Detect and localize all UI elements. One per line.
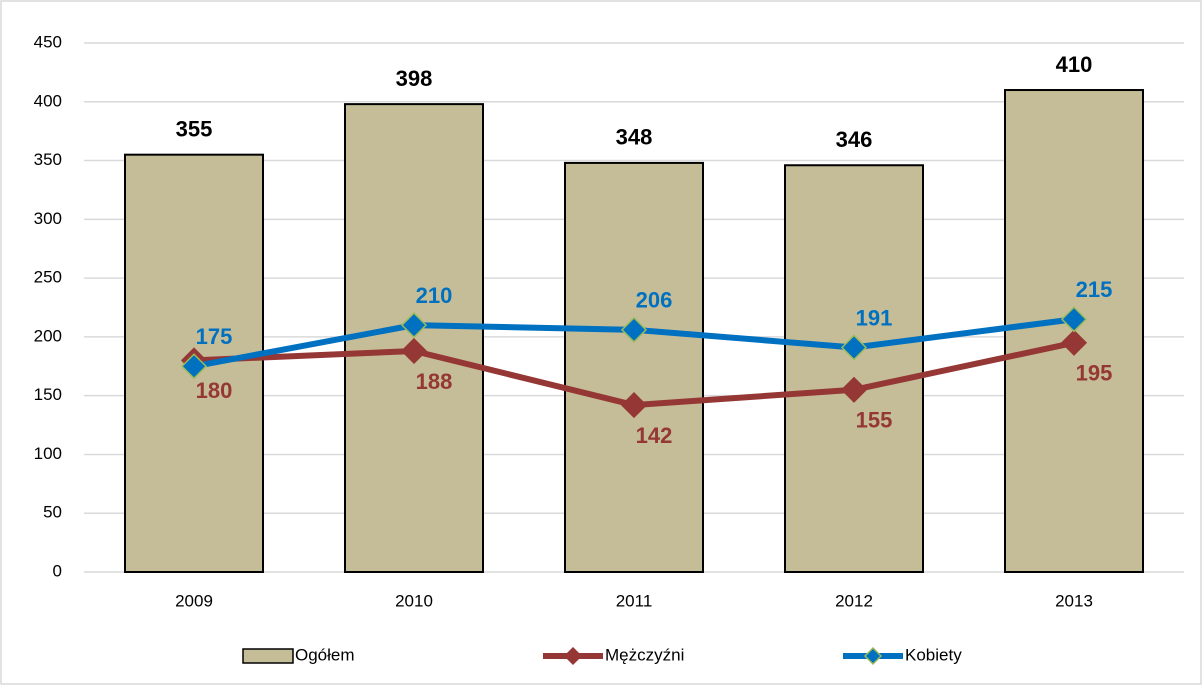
y-tick-label: 300 (34, 209, 62, 228)
marker (840, 376, 868, 403)
y-tick-label: 0 (53, 561, 62, 580)
bar (784, 164, 924, 573)
y-tick-label: 250 (34, 268, 62, 287)
x-tick-label: 2013 (1055, 591, 1093, 610)
y-tick-label: 50 (43, 503, 62, 522)
marker (1060, 329, 1088, 356)
y-tick-label: 350 (34, 150, 62, 169)
y-tick-label: 450 (34, 32, 62, 51)
data-label: 215 (1076, 277, 1113, 302)
data-label: 210 (416, 283, 453, 308)
legend-label: Kobiety (905, 645, 962, 664)
bar (564, 161, 704, 573)
data-label: 188 (416, 369, 453, 394)
marker (180, 353, 208, 380)
data-label: 195 (1076, 361, 1113, 386)
data-label: 398 (396, 66, 433, 91)
legend-marker (863, 646, 883, 666)
marker (620, 316, 648, 343)
data-label: 346 (836, 127, 873, 152)
legend-marker (563, 646, 583, 666)
data-label: 155 (856, 408, 893, 433)
marker (1060, 306, 1088, 333)
legend-label: Ogółem (295, 645, 355, 664)
data-label: 355 (176, 116, 213, 141)
marker (620, 392, 648, 419)
marker (400, 312, 428, 339)
data-label: 348 (616, 125, 653, 150)
x-tick-label: 2012 (835, 591, 873, 610)
legend-label: Mężczyźni (605, 645, 684, 664)
data-label: 191 (856, 305, 893, 330)
y-tick-label: 100 (34, 444, 62, 463)
y-tick-label: 400 (34, 91, 62, 110)
y-tick-label: 200 (34, 326, 62, 345)
y-tick-label: 150 (34, 385, 62, 404)
data-label: 175 (196, 324, 233, 349)
data-label: 142 (636, 423, 673, 448)
marker (400, 337, 428, 365)
legend-swatch (242, 648, 294, 664)
data-label: 410 (1056, 52, 1093, 77)
marker (840, 334, 868, 361)
data-label: 206 (636, 288, 673, 313)
data-label: 180 (196, 378, 233, 403)
x-tick-label: 2009 (175, 591, 213, 610)
x-tick-label: 2010 (395, 591, 433, 610)
x-tick-label: 2011 (616, 591, 653, 610)
